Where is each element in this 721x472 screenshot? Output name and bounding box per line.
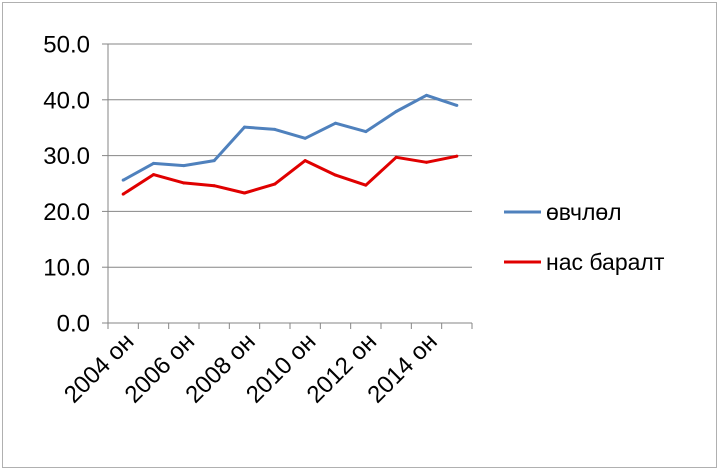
series-lines: [121, 93, 459, 196]
legend-label-1: нас баралт: [546, 249, 665, 275]
data-point: [243, 191, 246, 195]
data-point: [394, 110, 398, 114]
data-point: [212, 159, 216, 163]
data-point: [182, 164, 186, 168]
y-axis-tick-labels: 0.0 10.0 20.0 30.0 40.0 50.0: [43, 32, 90, 338]
y-tick-label: 10.0: [43, 255, 90, 282]
grid-lines: [108, 43, 472, 268]
data-point: [182, 181, 186, 185]
data-point: [273, 182, 277, 186]
data-point: [121, 192, 125, 196]
data-point: [152, 173, 155, 177]
data-point: [303, 136, 307, 140]
y-tick-label: 30.0: [43, 143, 90, 170]
data-point: [455, 103, 459, 107]
data-point: [455, 154, 459, 158]
data-point: [121, 178, 125, 182]
data-point: [364, 183, 368, 187]
y-tick-label: 0.0: [57, 311, 90, 338]
legend: өвчлөл нас баралт: [504, 199, 665, 275]
data-point: [212, 184, 216, 188]
data-point: [303, 159, 307, 163]
data-point: [334, 121, 337, 125]
series-line-1: [122, 154, 458, 196]
data-point: [425, 93, 428, 97]
data-point: [152, 161, 155, 165]
chart-frame: [2, 2, 717, 468]
data-point: [273, 127, 277, 131]
y-tick-label: 20.0: [43, 199, 90, 226]
data-point: [425, 160, 428, 164]
data-point: [243, 125, 246, 129]
axes: [102, 43, 473, 329]
data-point: [364, 130, 368, 134]
data-point: [394, 155, 398, 159]
series-line-0: [122, 93, 458, 182]
y-tick-label: 50.0: [43, 32, 90, 59]
legend-label-0: өвчлөл: [546, 199, 622, 225]
y-tick-label: 40.0: [43, 87, 90, 114]
data-point: [334, 173, 337, 177]
